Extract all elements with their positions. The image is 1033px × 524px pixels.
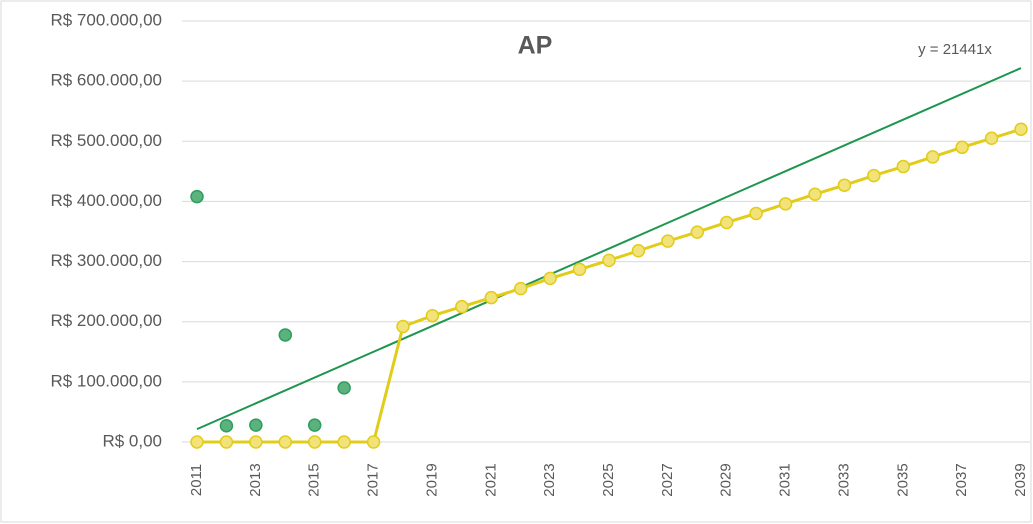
marker xyxy=(484,290,499,305)
y-tick-label: R$ 100.000,00 xyxy=(50,371,162,390)
x-tick-label: 2035 xyxy=(894,463,911,496)
marker xyxy=(749,206,763,221)
trendline-label: y = 21441x xyxy=(918,41,992,58)
marker xyxy=(278,435,293,449)
marker xyxy=(661,234,675,248)
marker xyxy=(1014,122,1028,137)
marker xyxy=(690,225,705,239)
marker xyxy=(307,418,322,432)
marker xyxy=(249,435,263,449)
marker xyxy=(896,159,911,174)
y-tick-label: R$ 500.000,00 xyxy=(50,131,162,150)
marker xyxy=(190,189,204,204)
x-tick-label: 2029 xyxy=(718,463,735,496)
marker xyxy=(513,281,528,296)
trendline xyxy=(196,67,1022,431)
marker xyxy=(984,131,999,146)
y-tick-label: R$ 300.000,00 xyxy=(50,251,162,270)
x-tick-label: 2011 xyxy=(188,464,205,496)
x-tick-label: 2017 xyxy=(365,463,382,496)
x-tick-label: 2025 xyxy=(600,463,617,496)
x-tick-label: 2021 xyxy=(482,463,499,496)
x-tick-label: 2037 xyxy=(953,463,970,496)
marker xyxy=(808,187,822,201)
marker xyxy=(219,435,234,449)
y-tick-label: R$ 600.000,00 xyxy=(50,71,162,90)
x-tick-label: 2031 xyxy=(777,463,794,496)
y-tick-label: R$ 700.000,00 xyxy=(50,10,162,29)
marker xyxy=(337,381,351,395)
marker xyxy=(955,140,969,155)
marker xyxy=(543,271,557,286)
chart-title: AP xyxy=(518,32,553,60)
marker xyxy=(249,418,263,432)
x-tick-label: 2019 xyxy=(423,463,440,496)
marker xyxy=(867,168,881,183)
marker xyxy=(719,215,734,230)
marker xyxy=(778,197,793,211)
marker xyxy=(602,253,616,268)
marker xyxy=(396,319,410,334)
x-tick-label: 2027 xyxy=(659,463,676,496)
y-tick-label: R$ 400.000,00 xyxy=(50,191,162,210)
marker xyxy=(307,435,322,449)
marker xyxy=(366,435,381,449)
x-tick-label: 2039 xyxy=(1012,463,1029,496)
marker xyxy=(631,243,646,258)
x-tick-label: 2015 xyxy=(306,463,323,496)
x-tick-label: 2023 xyxy=(541,463,558,496)
marker xyxy=(837,178,852,192)
marker xyxy=(278,328,293,342)
marker xyxy=(425,308,440,323)
marker xyxy=(455,299,469,314)
marker xyxy=(219,419,234,433)
x-tick-label: 2033 xyxy=(835,463,852,496)
marker xyxy=(572,262,587,277)
y-tick-label: R$ 0,00 xyxy=(102,431,162,450)
marker xyxy=(190,435,204,449)
y-tick-label: R$ 200.000,00 xyxy=(50,311,162,330)
marker xyxy=(925,150,940,164)
x-tick-label: 2013 xyxy=(247,463,264,496)
marker xyxy=(337,435,351,449)
